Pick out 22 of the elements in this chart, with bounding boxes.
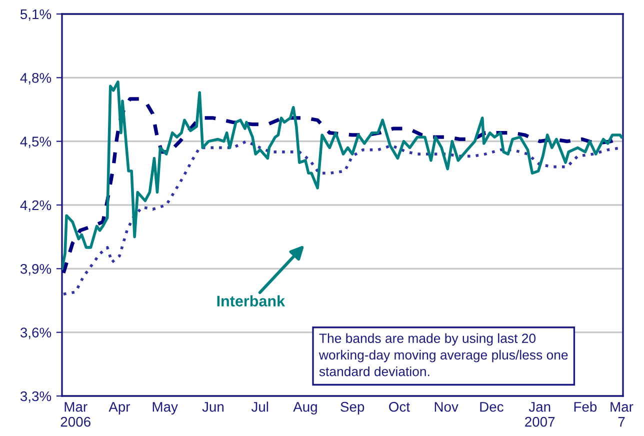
x-tick-label: Dec [480,402,504,412]
y-tick-label: 3,6% [20,328,52,340]
text: Interbank [217,295,286,307]
y-tick-label: 3,3% [20,391,52,403]
y-tick-label: 4,2% [20,200,52,212]
x-tick-label: Jan 2007 [525,402,555,427]
x-tick-label: Sep [340,402,364,415]
y-tick-label: 3,9% [20,264,52,276]
x-tick-label: Aug [293,402,317,415]
y-tick-label: 4,5% [20,136,52,148]
x-tick-label: Oct [389,402,410,412]
x-tick-label: Feb [574,402,597,412]
x-tick-label: May [152,402,178,415]
x-tick-label: Mar 2006 [60,402,90,427]
x-tick-label: Jul [251,402,268,412]
annotation: The bands are made by using last 20 working-day moving average plus/less one standard deviation. [318,333,568,376]
x-tick-label: Jun [202,402,224,412]
y-tick-label: 5,1% [20,9,52,21]
x-tick-label: Mar 7 [610,402,634,427]
x-tick-label: Nov [434,402,458,412]
x-tick-label: Apr [108,402,130,415]
y-tick-label: 4,8% [20,73,52,84]
